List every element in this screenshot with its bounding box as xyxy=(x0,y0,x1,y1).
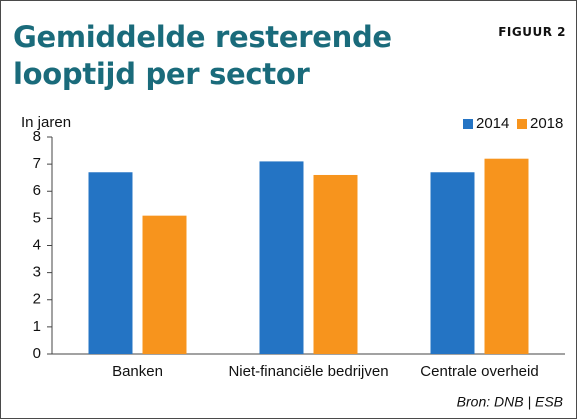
x-tick-label: Niet-financiële bedrijven xyxy=(228,363,388,380)
y-tick-label: 4 xyxy=(33,236,41,253)
y-tick-label: 6 xyxy=(33,182,41,199)
figure-label: FIGUUR 2 xyxy=(498,25,566,39)
bar xyxy=(313,174,358,354)
legend-swatch xyxy=(463,119,473,129)
legend-swatch xyxy=(517,119,527,129)
y-tick-label: 1 xyxy=(33,318,41,335)
y-axis-label: In jaren xyxy=(21,114,71,131)
bar xyxy=(88,172,133,354)
y-tick-label: 5 xyxy=(33,209,41,226)
y-tick-label: 8 xyxy=(33,128,41,145)
source: Bron: DNB | ESB xyxy=(457,394,563,410)
bar xyxy=(484,158,529,354)
y-tick-label: 3 xyxy=(33,264,41,281)
y-tick-label: 7 xyxy=(33,155,41,172)
bar xyxy=(259,161,304,354)
y-tick-label: 2 xyxy=(33,291,41,308)
legend-label: 2014 xyxy=(476,115,509,132)
y-tick-label: 0 xyxy=(33,345,41,362)
legend-label: 2018 xyxy=(530,115,563,132)
bar xyxy=(430,172,475,354)
chart-title: Gemiddelde resterende looptijd per secto… xyxy=(13,20,392,91)
bar xyxy=(142,215,187,354)
x-tick-label: Centrale overheid xyxy=(420,363,538,380)
x-tick-label: Banken xyxy=(112,363,163,380)
